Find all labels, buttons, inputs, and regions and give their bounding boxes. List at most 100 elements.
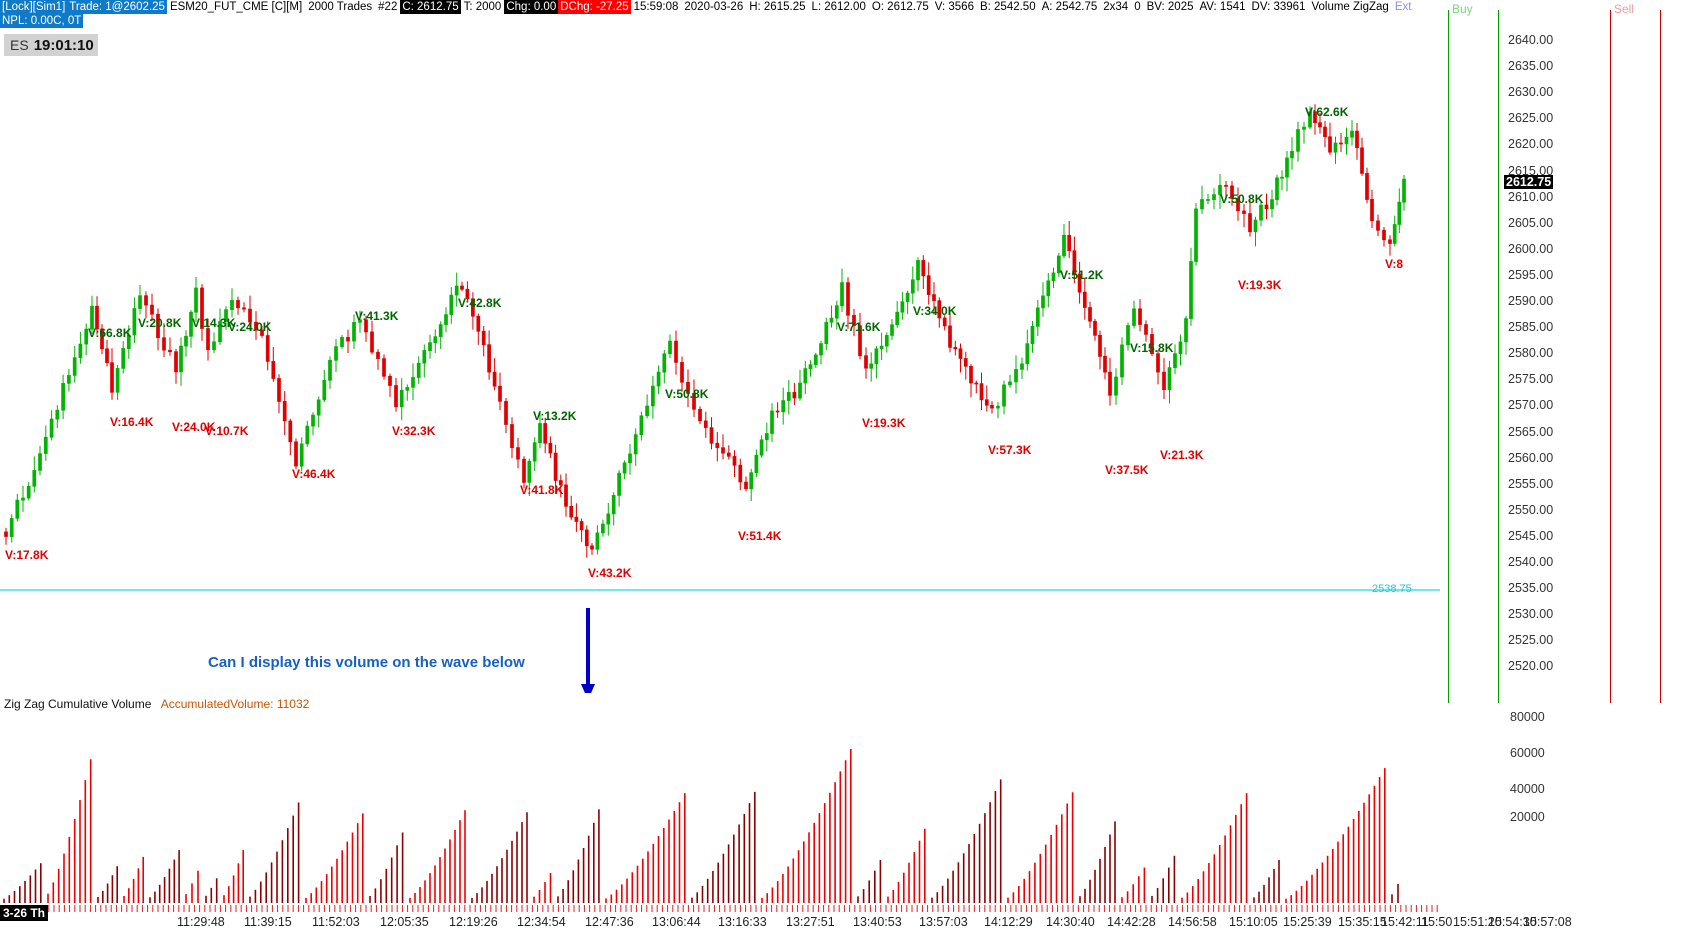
bid-value: B: 2542.50 <box>979 1 1036 13</box>
zigzag-volume-label: V:41.8K <box>520 483 564 497</box>
price-tick: 2525.00 <box>1508 633 1554 648</box>
clock-time: 19:01:10 <box>33 36 94 54</box>
subgraph-header: Zig Zag Cumulative Volume AccumulatedVol… <box>4 697 309 711</box>
price-tick: 2555.00 <box>1508 476 1554 491</box>
price-tick: 2625.00 <box>1508 111 1554 126</box>
npl-row: NPL: 0.00C, 0T <box>0 14 84 28</box>
volume-tick: 80000 <box>1510 710 1545 724</box>
bar-index-label: #22 <box>378 1 398 13</box>
price-tick: 2540.00 <box>1508 555 1554 569</box>
time-tick-label: 11:29:48 <box>177 915 225 929</box>
bidask-size: 2x34 <box>1103 1 1129 13</box>
price-chart-pane[interactable] <box>0 28 1440 693</box>
time-tick-label: 11:39:15 <box>244 915 292 929</box>
time-tick-label: 12:34:54 <box>517 915 566 929</box>
price-tick: 2590.00 <box>1508 294 1554 308</box>
bar-date: 2020-03-26 <box>684 1 744 13</box>
time-tick-label: 15:10:05 <box>1229 915 1278 929</box>
zigzag-volume-label: V:24.0K <box>228 320 272 334</box>
time-tick-label: 15:51:20 <box>1453 915 1502 929</box>
zigzag-volume-label: V:66.8K <box>88 326 132 340</box>
price-tick: 2530.00 <box>1508 607 1554 622</box>
close-value: C: 2612.75 <box>400 0 461 14</box>
time-tick-label: 13:06:44 <box>652 915 701 929</box>
time-tick-label: 13:27:51 <box>786 915 835 929</box>
zigzag-volume-label: V:51.2K <box>1060 268 1104 282</box>
horizontal-line-price-label: 2538.75 <box>1372 583 1412 595</box>
volume-tick: 20000 <box>1510 810 1545 824</box>
sell-button[interactable]: Sell <box>1614 2 1635 16</box>
zigzag-volume-label: V:46.4K <box>292 467 336 481</box>
zigzag-volume-label: V:10.7K <box>205 424 249 438</box>
price-tick: 2545.00 <box>1508 528 1554 543</box>
zigzag-volume-label: V:19.3K <box>862 416 906 430</box>
zigzag-volume-label: V:20.8K <box>138 316 182 330</box>
ask-value: A: 2542.75 <box>1041 1 1098 13</box>
lock-sim-badge: [Lock][Sim1] <box>0 0 68 14</box>
bid-volume-value: BV: 2025 <box>1146 1 1194 13</box>
sell-column-divider-right <box>1660 10 1661 703</box>
time-tick-label: 11:52:03 <box>312 915 360 929</box>
price-tick: 2615.00 <box>1508 163 1554 178</box>
clock-symbol: ES <box>10 37 29 53</box>
zigzag-volume-label: V:43.2K <box>588 566 632 580</box>
buy-button[interactable]: Buy <box>1452 2 1473 16</box>
time-axis-labels: 11:29:48 11:39:15 11:52:03 12:05:35 12:19:26… <box>0 913 1684 932</box>
price-tick: 2630.00 <box>1508 85 1554 100</box>
time-tick-label: 13:40:53 <box>853 915 902 929</box>
price-tick: 2620.00 <box>1508 137 1554 152</box>
zigzag-volume-label: V:8 <box>1385 257 1404 271</box>
zigzag-volume-label: V:13.2K <box>533 409 577 423</box>
sell-column-divider-left <box>1610 10 1611 703</box>
user-annotation-text[interactable]: Can I display this volume on the wave be… <box>208 654 525 671</box>
zigzag-volume-label: V:32.3K <box>392 424 436 438</box>
price-tick: 2575.00 <box>1508 372 1554 387</box>
zigzag-volume-label: V:21.3K <box>1160 448 1204 462</box>
price-tick: 2610.00 <box>1508 189 1554 204</box>
price-tick: 2565.00 <box>1508 424 1554 439</box>
price-tick: 2535.00 <box>1508 581 1554 596</box>
date-badge: 3-26 Th <box>0 905 49 921</box>
time-tick-label: 15:35:15 <box>1338 915 1387 929</box>
time-tick-label: 12:05:35 <box>380 915 429 929</box>
study-name-label: Volume ZigZag <box>1311 1 1389 13</box>
zigzag-volume-label: V:50.8K <box>1220 192 1264 206</box>
zigzag-volume-label: V:50.8K <box>665 387 709 401</box>
zigzag-volume-label: V:17.8K <box>5 548 49 562</box>
price-tick: 2640.00 <box>1508 33 1554 47</box>
chart-info-bar: [Lock][Sim1] Trade: 1@2602.25 ESM20_FUT_CM… <box>0 0 1684 14</box>
volume-tick: 40000 <box>1510 782 1545 796</box>
candlestick-series <box>4 104 1406 558</box>
cumulative-volume-pane[interactable] <box>0 700 1440 905</box>
accumulated-volume-label: AccumulatedVolume: <box>160 697 274 711</box>
chg-value: Chg: 0.00 <box>504 0 559 14</box>
time-tick-label: 12:19:26 <box>449 915 498 929</box>
annotation-arrow-head[interactable] <box>581 684 595 693</box>
price-tick: 2585.00 <box>1508 320 1554 335</box>
zigzag-volume-label: V:34.0K <box>913 304 957 318</box>
accumulated-volume-value: 11032 <box>276 697 310 711</box>
price-tick: 2595.00 <box>1508 267 1554 282</box>
time-tick-label: 15:25:39 <box>1283 915 1332 929</box>
zigzag-volume-label: V:41.3K <box>355 309 399 323</box>
time-tick-label: 14:12:29 <box>984 915 1033 929</box>
last-price-badge: 2612.75 <box>1504 174 1554 189</box>
price-tick: 2635.00 <box>1508 59 1554 74</box>
subgraph-title: Zig Zag Cumulative Volume <box>4 697 152 711</box>
ext-button[interactable]: Ext <box>1394 1 1412 13</box>
zero-value: 0 <box>1134 1 1141 13</box>
price-tick: 2520.00 <box>1508 659 1554 674</box>
high-value: H: 2615.25 <box>749 1 806 13</box>
price-tick: 2605.00 <box>1508 215 1554 230</box>
price-tick: 2560.00 <box>1508 450 1554 465</box>
zigzag-volume-label: V:24.0K <box>172 420 216 434</box>
buy-column-divider-right <box>1498 10 1499 703</box>
price-tick: 2550.00 <box>1508 502 1554 517</box>
ask-volume-value: AV: 1541 <box>1199 1 1246 13</box>
volume-tick: 60000 <box>1510 746 1545 760</box>
time-axis[interactable]: 11:29:48 11:39:15 11:52:03 12:05:35 12:19:26… <box>0 905 1684 932</box>
right-price-scale[interactable] <box>1440 0 1684 905</box>
zigzag-volume-label: V:19.3K <box>1238 278 1282 292</box>
zigzag-volume-label: V:51.4K <box>738 529 782 543</box>
zigzag-volume-label: V:62.6K <box>1305 105 1349 119</box>
